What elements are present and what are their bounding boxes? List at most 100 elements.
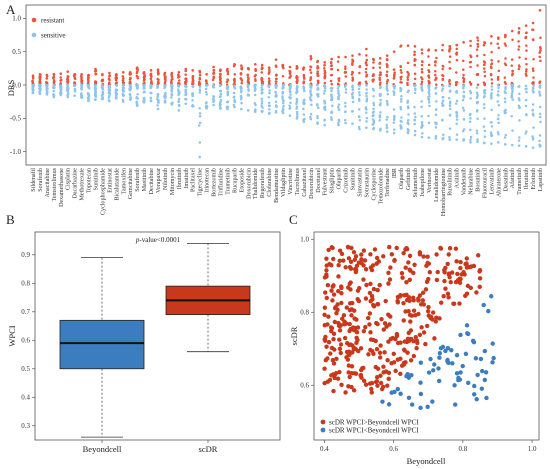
resistant-point: [482, 63, 486, 66]
resistant-point: [386, 58, 389, 62]
scatter-point-scdr-less: [454, 352, 460, 358]
sensitive-point: [246, 85, 250, 89]
resistant-point: [392, 76, 396, 80]
sensitive-point: [379, 94, 382, 98]
scatter-point-scdr-greater: [404, 246, 410, 252]
scatter-point-scdr-greater: [395, 294, 401, 300]
sensitive-point: [129, 96, 132, 99]
scatter-point-scdr-greater: [322, 305, 328, 310]
scatter-point-scdr-less: [460, 363, 465, 369]
resistant-point: [517, 40, 520, 43]
scatter-point-scdr-greater: [423, 341, 428, 347]
sensitive-point: [87, 97, 91, 100]
sensitive-point: [385, 126, 389, 130]
sensitive-point: [226, 90, 230, 94]
sensitive-point: [469, 97, 472, 100]
panel-b-y-tick-label: 0.3: [21, 422, 30, 430]
scatter-point-scdr-greater: [447, 246, 453, 251]
scatter-point-scdr-greater: [434, 315, 439, 320]
scatter-point-scdr-greater: [325, 356, 330, 361]
resistant-point: [52, 73, 56, 76]
resistant-point: [454, 83, 458, 87]
drug-label: Temozolomide: [378, 168, 384, 205]
resistant-point: [316, 74, 320, 78]
resistant-point: [322, 67, 326, 70]
scatter-point-scdr-greater: [399, 363, 405, 368]
sensitive-point: [538, 115, 542, 119]
scatter-point-scdr-less: [418, 405, 423, 411]
sensitive-point: [317, 106, 320, 110]
scatter-point-scdr-greater: [421, 254, 426, 259]
sensitive-point: [38, 92, 42, 95]
scatter-point-scdr-greater: [337, 248, 343, 253]
resistant-point: [205, 73, 208, 76]
resistant-point: [469, 44, 472, 48]
drug-label: Dasatinib: [503, 168, 509, 191]
resistant-point: [316, 70, 319, 73]
sensitive-point: [337, 108, 341, 112]
sensitive-point: [399, 108, 403, 111]
resistant-point: [448, 47, 451, 51]
resistant-point: [469, 65, 472, 69]
scatter-point-scdr-greater: [457, 276, 462, 281]
sensitive-point: [205, 105, 209, 108]
drug-label: Temsirolimus: [52, 167, 58, 201]
resistant-point: [149, 77, 153, 81]
resistant-point: [115, 77, 118, 80]
resistant-point: [316, 67, 319, 70]
scatter-point-scdr-greater: [381, 254, 386, 259]
sensitive-point: [497, 121, 500, 124]
resistant-point: [434, 73, 437, 77]
scatter-point-scdr-greater: [336, 289, 341, 294]
sensitive-point: [164, 94, 167, 98]
drug-label: Vorinostat: [427, 168, 433, 193]
sensitive-point: [462, 87, 465, 90]
resistant-point: [191, 77, 195, 81]
scatter-point-scdr-less: [430, 399, 435, 404]
resistant-point: [448, 50, 451, 53]
resistant-point: [253, 75, 257, 78]
sensitive-point: [427, 97, 430, 100]
sensitive-point: [289, 101, 292, 105]
sensitive-point: [358, 93, 361, 97]
sensitive-point: [461, 106, 465, 110]
resistant-point: [87, 76, 90, 79]
sensitive-point: [142, 85, 146, 88]
scatter-point-scdr-less: [474, 397, 479, 402]
scatter-point-scdr-less: [406, 395, 412, 401]
sensitive-point: [455, 138, 458, 141]
resistant-point: [218, 78, 222, 82]
resistant-point: [184, 67, 188, 71]
resistant-point: [329, 73, 333, 77]
sensitive-point: [475, 132, 479, 135]
sensitive-point: [441, 95, 444, 99]
scatter-point-scdr-greater: [355, 296, 360, 302]
resistant-point: [365, 82, 368, 85]
scatter-point-scdr-greater: [450, 270, 455, 275]
resistant-point: [483, 70, 486, 74]
resistant-point: [435, 56, 438, 60]
scatter-point-scdr-greater: [349, 364, 355, 369]
sensitive-point: [232, 103, 236, 107]
sensitive-point: [323, 89, 327, 93]
sensitive-point: [344, 110, 347, 113]
sensitive-point: [393, 84, 396, 87]
sensitive-point: [122, 93, 125, 97]
sensitive-point: [385, 83, 389, 87]
resistant-point: [66, 74, 70, 78]
scatter-point-scdr-greater: [476, 253, 481, 258]
sensitive-point: [316, 122, 320, 125]
resistant-point: [170, 78, 173, 81]
sensitive-point: [469, 89, 472, 93]
sensitive-point: [184, 97, 187, 101]
resistant-point: [309, 78, 312, 82]
sensitive-point: [87, 99, 90, 103]
resistant-point: [399, 69, 403, 72]
scatter-point-scdr-greater: [347, 308, 353, 313]
sensitive-point: [351, 88, 355, 92]
sensitive-point: [233, 85, 236, 89]
scatter-point-scdr-greater: [332, 319, 338, 325]
resistant-point: [441, 73, 444, 77]
panel-a-y-tick-label: 0.0: [12, 81, 21, 89]
resistant-point: [350, 73, 354, 76]
